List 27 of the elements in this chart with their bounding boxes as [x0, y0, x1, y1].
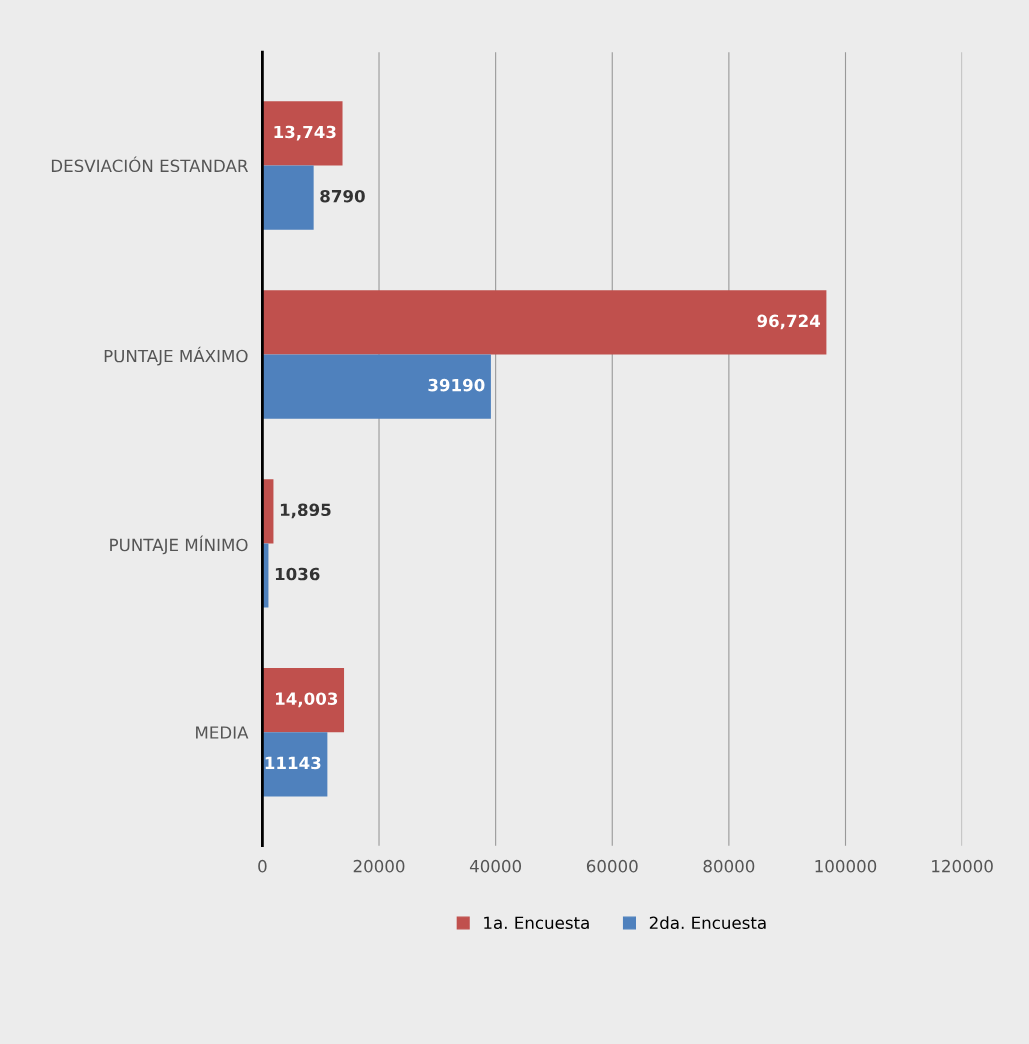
y-tick-label: MEDIA — [196, 726, 249, 739]
y-tick-label: DESVIACIÓN ESTANDAR — [51, 156, 249, 173]
x-tick-label: 100000 — [815, 859, 877, 873]
data-label: 8790 — [320, 189, 365, 203]
x-tick-label: 60000 — [586, 859, 638, 873]
bar — [262, 354, 491, 419]
bar — [262, 290, 827, 355]
data-label: 11143 — [265, 756, 321, 770]
x-tick-label: 0 — [258, 859, 267, 873]
x-tick-label: 120000 — [932, 859, 993, 873]
data-label: 96,724 — [757, 314, 821, 330]
bar — [262, 101, 343, 166]
x-tick-label: 40000 — [469, 859, 522, 873]
data-label: 39190 — [428, 378, 485, 392]
legend-label: 1a. Encuesta — [484, 916, 589, 930]
data-label: 13,743 — [274, 125, 336, 141]
data-label: 1036 — [275, 567, 320, 581]
y-tick-label: PUNTAJE MÍNIMO — [110, 535, 248, 555]
x-tick-label: 20000 — [353, 859, 405, 873]
data-label: 14,003 — [276, 692, 338, 708]
data-label: 1,895 — [280, 503, 331, 519]
y-tick-label: PUNTAJE MÁXIMO — [104, 346, 248, 366]
bar — [262, 668, 345, 733]
bar — [262, 165, 314, 230]
legend-label: 2da. Encuesta — [649, 916, 766, 930]
bar — [262, 732, 328, 797]
x-tick-label: 80000 — [703, 859, 755, 873]
